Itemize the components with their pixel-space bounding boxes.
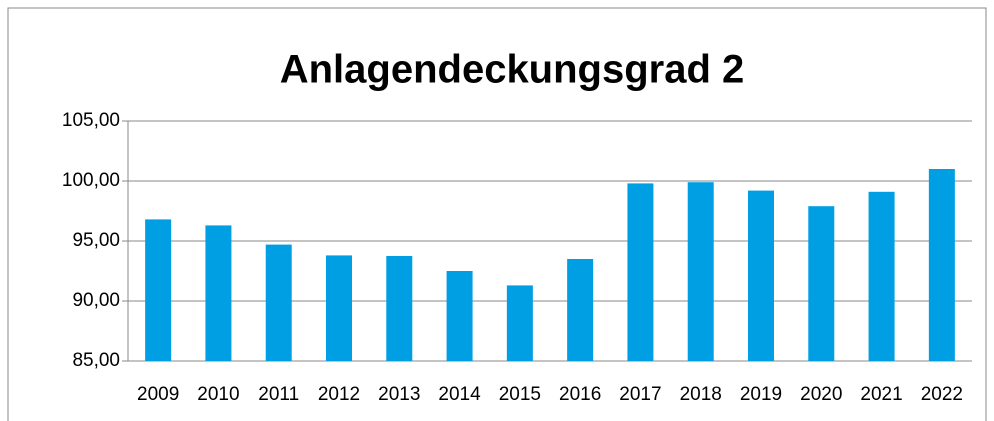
bar — [808, 206, 835, 361]
bar — [386, 256, 413, 361]
x-tick-label: 2017 — [619, 384, 661, 405]
y-tick-label: 100,00 — [62, 170, 120, 191]
x-tick-label: 2015 — [499, 384, 541, 405]
x-tick-label: 2011 — [258, 384, 299, 405]
chart-title: Anlagendeckungsgrad 2 — [280, 48, 745, 92]
bar — [506, 285, 533, 361]
y-tick-label: 90,00 — [72, 290, 120, 311]
bar — [928, 169, 955, 361]
x-tick-label: 2019 — [740, 384, 782, 405]
x-tick-label: 2014 — [438, 384, 481, 405]
x-tick-label: 2018 — [680, 384, 722, 405]
x-tick-label: 2021 — [860, 384, 902, 405]
bar — [326, 255, 352, 361]
chart-frame — [7, 7, 987, 421]
y-tick-label: 95,00 — [72, 230, 120, 251]
bar — [868, 191, 895, 361]
bar — [265, 244, 292, 361]
bar — [205, 225, 232, 361]
x-tick-label: 2009 — [137, 384, 179, 405]
x-tick-label: 2013 — [378, 384, 420, 405]
x-tick-label: 2022 — [921, 384, 963, 405]
bar — [687, 182, 714, 361]
bar — [446, 271, 473, 361]
x-tick-label: 2012 — [318, 384, 360, 405]
bar — [627, 183, 654, 361]
bar — [748, 190, 774, 361]
y-tick-label: 105,00 — [62, 110, 120, 131]
y-tick-label: 85,00 — [72, 350, 120, 371]
bar — [145, 219, 172, 361]
x-tick-label: 2016 — [559, 384, 601, 405]
bar — [567, 259, 594, 361]
x-tick-label: 2010 — [197, 384, 239, 405]
x-tick-label: 2020 — [800, 384, 842, 405]
